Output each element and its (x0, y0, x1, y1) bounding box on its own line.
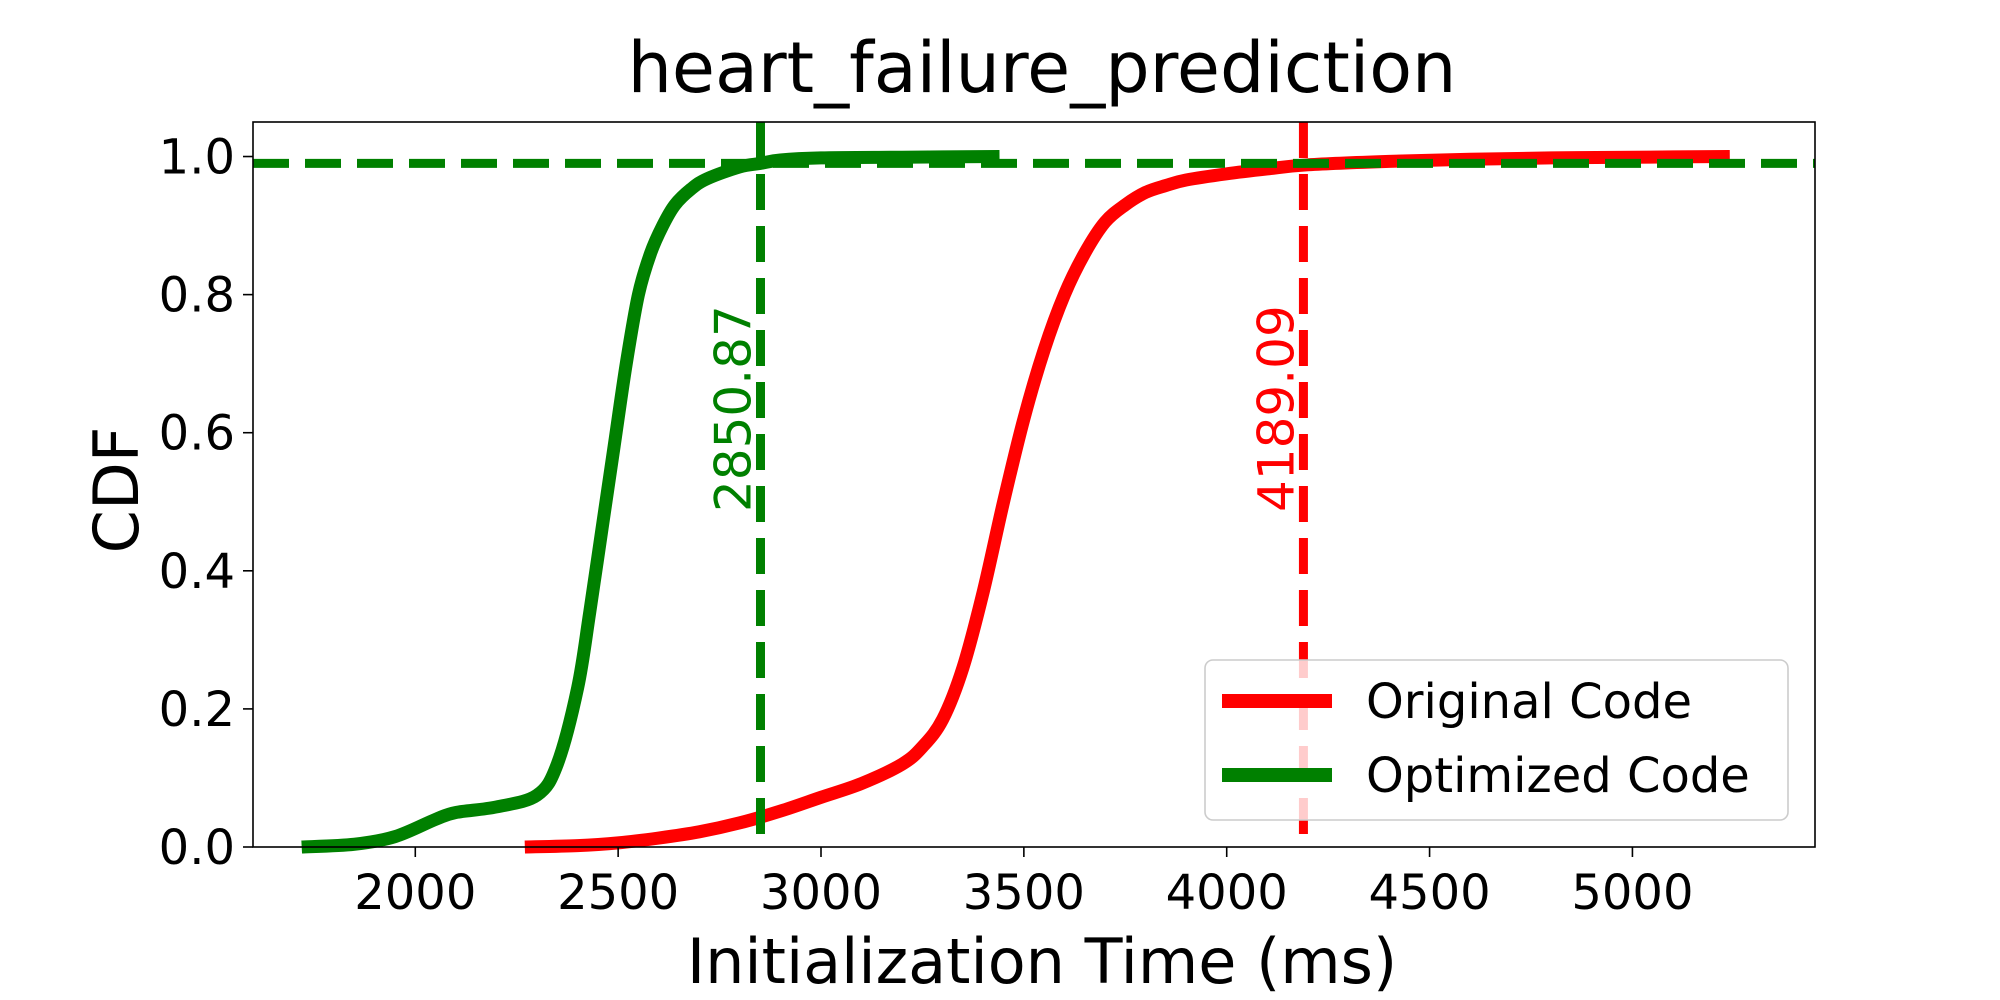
y-tick-label: 0.4 (159, 544, 235, 600)
x-tick-label: 4500 (1368, 865, 1490, 921)
legend: Original Code Optimized Code (1204, 659, 1789, 821)
y-tick-label: 0.6 (159, 406, 235, 462)
legend-label-optimized: Optimized Code (1366, 748, 1750, 804)
y-tick-label: 0.0 (159, 820, 235, 876)
axis-ticks: 2000 2500 3000 3500 4000 4500 5000 0.0 0.2 0.4 0.6… (159, 130, 1694, 921)
x-tick-label: 5000 (1571, 865, 1693, 921)
series-line-optimized-code (301, 150, 1000, 854)
x-axis-label: Initialization Time (ms) (687, 925, 1397, 998)
legend-box (1204, 659, 1789, 821)
x-tick-label: 4000 (1166, 865, 1288, 921)
chart-title: heart_failure_prediction (628, 27, 1457, 109)
legend-label-original: Original Code (1366, 674, 1692, 730)
x-tick-label: 3000 (760, 865, 882, 921)
y-tick-label: 0.2 (159, 682, 235, 738)
y-tick-label: 1.0 (159, 130, 235, 186)
axes-frame (252, 121, 1816, 848)
y-tick-label: 0.8 (159, 268, 235, 324)
ref-vline-label-1: 2850.87 (704, 305, 762, 512)
ref-vline-label-2: 4189.09 (1247, 305, 1305, 512)
x-tick-label: 3500 (963, 865, 1085, 921)
y-axis-label: CDF (80, 427, 153, 554)
x-tick-label: 2000 (354, 865, 476, 921)
x-tick-label: 2500 (557, 865, 679, 921)
